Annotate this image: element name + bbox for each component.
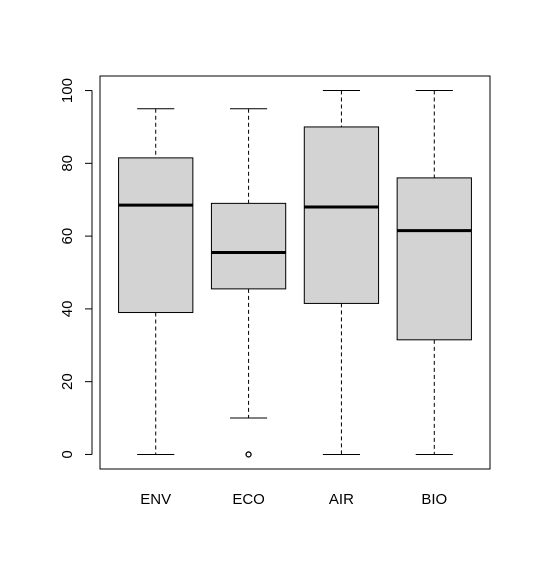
box-eco: [210, 108, 287, 458]
x-tick-label-env: ENV: [140, 491, 171, 508]
outlier-point: [245, 451, 252, 458]
boxes-group: [118, 90, 472, 458]
x-tick-label-air: AIR: [329, 491, 354, 508]
x-tick-label-bio: BIO: [421, 491, 447, 508]
x-axis-labels: ENV ECO AIR BIO: [140, 491, 447, 508]
y-tick-label: 40: [59, 301, 76, 318]
y-tick-label: 80: [59, 155, 76, 172]
y-tick-label: 100: [59, 78, 76, 103]
y-tick-label: 60: [59, 228, 76, 245]
x-tick-label-eco: ECO: [232, 491, 265, 508]
plot-frame: [99, 75, 491, 470]
box-bio: [396, 90, 472, 455]
y-axis: 0 20 40 60 80 100: [59, 78, 93, 459]
iqr-box: [118, 157, 194, 314]
y-tick-label: 0: [59, 450, 76, 458]
iqr-box: [303, 126, 380, 304]
iqr-box: [396, 177, 472, 341]
y-tick-label: 20: [59, 373, 76, 390]
iqr-box: [210, 202, 287, 290]
box-air: [303, 90, 380, 455]
box-env: [118, 108, 194, 455]
